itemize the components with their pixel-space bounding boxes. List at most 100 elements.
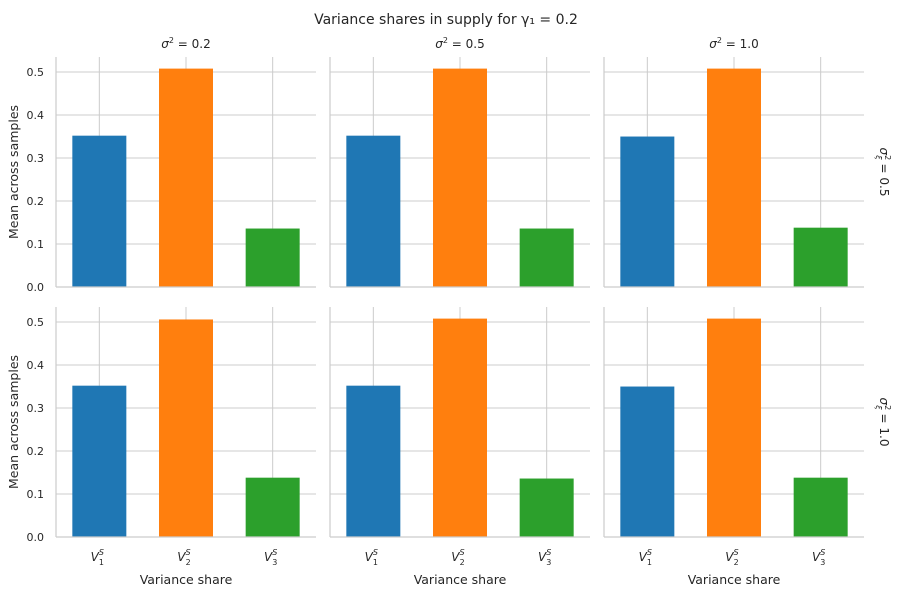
y-tick-label: 0.4 — [27, 359, 45, 372]
x-tick-base: V — [451, 550, 460, 564]
bar-v3 — [245, 477, 300, 537]
x-tick-label: VS 3 — [264, 548, 277, 567]
col-title-value: = 0.2 — [174, 37, 211, 51]
row-title-value: = 1.0 — [877, 410, 891, 447]
x-tick-label: VS 1 — [639, 548, 652, 567]
bar-v3 — [793, 227, 848, 287]
x-tick-base: V — [812, 550, 821, 564]
x-tick-sup: S — [820, 548, 825, 557]
x-tick-sup: S — [99, 548, 104, 557]
bar-v2 — [159, 68, 213, 287]
x-tick-label: VS 3 — [538, 548, 551, 567]
facet-panel-1-2: σ2 = 0.5 — [329, 36, 590, 288]
row-title-sup: 2 — [883, 405, 892, 410]
x-tick-base: V — [538, 550, 547, 564]
x-axis-label: Variance share — [140, 572, 233, 587]
x-tick-base: V — [264, 550, 273, 564]
row-title-sup: 2 — [883, 155, 892, 160]
col-title-sup: 2 — [169, 36, 174, 45]
x-tick-base: V — [365, 550, 374, 564]
col-title-symbol: σ — [709, 37, 717, 51]
x-tick-sub: 3 — [272, 558, 277, 567]
bar-v2 — [707, 318, 761, 537]
x-tick-base: V — [91, 550, 100, 564]
x-tick-label: VS 1 — [365, 548, 378, 567]
bar-v1 — [72, 385, 127, 537]
col-title-symbol: σ — [161, 37, 169, 51]
y-tick-label: 0.1 — [27, 488, 45, 501]
x-tick-base: V — [725, 550, 734, 564]
row-title-symbol: σ — [877, 148, 891, 156]
y-tick-label: 0.0 — [27, 281, 45, 294]
x-tick-sub: 2 — [460, 558, 465, 567]
facet-panel-1-1: 0.0 0.1 0.2 0.3 0.4 0.5 σ2 = 0.2 Mean across sa… — [6, 36, 316, 294]
column-facet-title: σ2 = 1.0 — [709, 36, 758, 51]
col-title-sup: 2 — [443, 36, 448, 45]
row-title-sub: ξ — [874, 404, 883, 410]
x-tick-label: VS 1 — [91, 548, 104, 567]
x-tick-label: VS 2 — [725, 548, 738, 567]
bar-v1 — [346, 385, 401, 537]
x-axis-label: Variance share — [688, 572, 781, 587]
x-tick-sup: S — [647, 548, 652, 557]
bar-v1 — [620, 136, 675, 287]
bar-v3 — [245, 228, 300, 287]
x-tick-sub: 2 — [186, 558, 191, 567]
y-tick-label: 0.3 — [27, 402, 45, 415]
bar-v3 — [519, 228, 574, 287]
x-tick-sup: S — [272, 548, 277, 557]
x-tick-sup: S — [460, 548, 465, 557]
x-tick-sub: 1 — [373, 558, 378, 567]
x-tick-sub: 1 — [647, 558, 652, 567]
y-tick-label: 0.4 — [27, 109, 45, 122]
row-title-symbol: σ — [877, 398, 891, 406]
x-tick-sup: S — [546, 548, 551, 557]
x-tick-sub: 3 — [820, 558, 825, 567]
column-facet-title: σ2 = 0.2 — [161, 36, 210, 51]
bar-v1 — [72, 135, 127, 287]
y-tick-label: 0.5 — [27, 316, 45, 329]
bar-v1 — [346, 135, 401, 287]
x-tick-label: VS 2 — [177, 548, 190, 567]
y-tick-label: 0.1 — [27, 238, 45, 251]
y-tick-label: 0.2 — [27, 195, 45, 208]
col-title-symbol: σ — [435, 37, 443, 51]
x-tick-sub: 2 — [734, 558, 739, 567]
bar-v3 — [793, 477, 848, 537]
x-tick-sub: 1 — [99, 558, 104, 567]
x-tick-sup: S — [186, 548, 191, 557]
chart-title: Variance shares in supply for γ₁ = 0.2 — [314, 12, 578, 28]
x-tick-sub: 3 — [546, 558, 551, 567]
y-axis-label: Mean across samples — [6, 355, 21, 489]
bar-v2 — [433, 68, 487, 287]
y-axis-label: Mean across samples — [6, 105, 21, 239]
x-tick-base: V — [177, 550, 186, 564]
column-facet-title: σ2 = 0.5 — [435, 36, 484, 51]
bar-v2 — [433, 318, 487, 537]
y-tick-label: 0.2 — [27, 445, 45, 458]
x-tick-base: V — [639, 550, 648, 564]
row-title-value: = 0.5 — [877, 160, 891, 197]
row-facet-title: σ2ξ = 1.0 — [874, 398, 892, 447]
bar-v1 — [620, 386, 675, 537]
col-title-value: = 0.5 — [448, 37, 485, 51]
row-title-sub: ξ — [874, 154, 883, 160]
x-tick-label: VS 2 — [451, 548, 464, 567]
x-tick-sup: S — [734, 548, 739, 557]
y-tick-label: 0.3 — [27, 152, 45, 165]
x-tick-label: VS 3 — [812, 548, 825, 567]
bar-v2 — [707, 68, 761, 287]
row-facet-title: σ2ξ = 0.5 — [874, 148, 892, 197]
col-title-value: = 1.0 — [722, 37, 759, 51]
bar-v2 — [159, 319, 213, 537]
x-tick-sup: S — [373, 548, 378, 557]
col-title-sup: 2 — [717, 36, 722, 45]
x-axis-label: Variance share — [414, 572, 507, 587]
bar-v3 — [519, 478, 574, 537]
y-tick-label: 0.5 — [27, 66, 45, 79]
